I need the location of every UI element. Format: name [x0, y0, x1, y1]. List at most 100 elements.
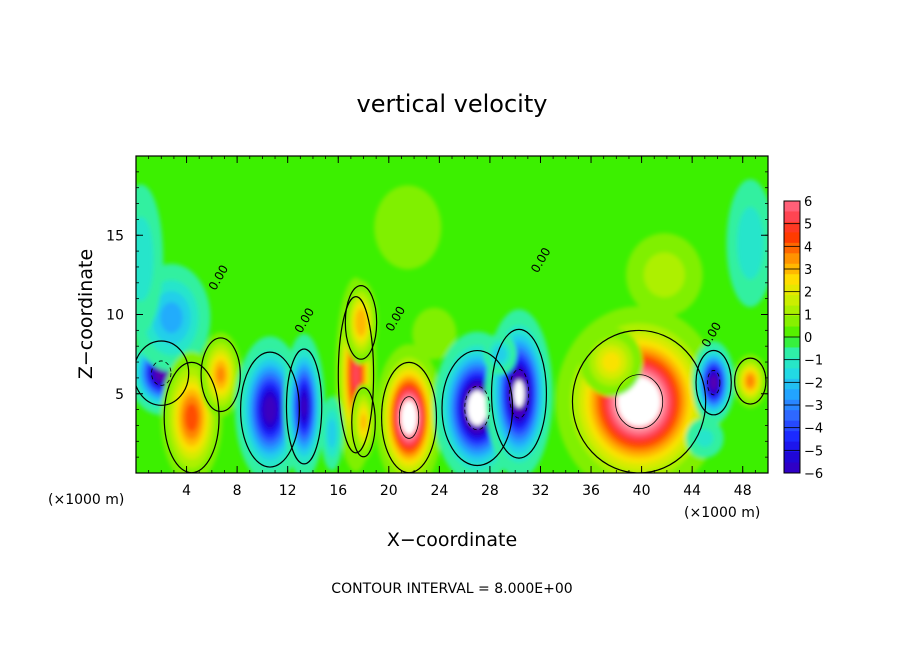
velocity-level	[627, 388, 651, 415]
contour-interval-note: CONTOUR INTERVAL = 8.000E+00	[331, 581, 572, 597]
velocity-level	[470, 395, 485, 421]
velocity-level	[746, 374, 755, 388]
inner-contour-line	[151, 360, 172, 386]
velocity-cell	[412, 307, 457, 360]
colorbar-swatch	[784, 274, 800, 286]
x-tick-label: 36	[582, 483, 600, 499]
velocity-cell	[626, 233, 703, 317]
velocity-level	[185, 403, 199, 432]
x-tick-label: 44	[683, 483, 701, 499]
colorbar-tick-label: 3	[804, 263, 812, 278]
velocity-level	[353, 361, 359, 389]
zero-contour-line	[344, 285, 378, 360]
x-tick-label: 48	[734, 483, 752, 499]
velocity-level	[374, 185, 442, 270]
y-axis-label: Z−coordinate	[75, 249, 97, 379]
colorbar-swatch	[784, 305, 800, 317]
velocity-level	[643, 252, 685, 298]
zero-contour-line	[441, 349, 514, 467]
x-tick-label: 20	[380, 483, 398, 499]
zero-contour-line	[695, 349, 732, 416]
inner-contour-line	[398, 396, 420, 439]
x-tick-label: 4	[182, 483, 191, 499]
colorbar-swatch	[784, 253, 800, 265]
velocity-cell	[320, 396, 343, 471]
y-tick-label: 15	[106, 228, 124, 244]
velocity-cell	[692, 341, 735, 425]
zero-contour-line	[285, 348, 323, 465]
colorbar-tick-label: 5	[804, 218, 812, 233]
colorbar-swatch	[784, 431, 800, 443]
velocity-level	[513, 380, 525, 408]
colorbar-tick-label: 0	[804, 331, 812, 346]
colorbar-swatch	[784, 462, 800, 474]
colorbar-swatch	[784, 232, 800, 244]
inner-contour-line	[706, 370, 721, 396]
zero-contour-line	[200, 337, 241, 413]
inner-contour-line	[508, 368, 530, 419]
colorbar-tick-label: −4	[804, 422, 823, 437]
velocity-level	[696, 429, 714, 448]
x-tick-label: 8	[233, 483, 242, 499]
velocity-cell	[344, 280, 378, 365]
zero-contour-line	[351, 387, 376, 458]
x-tick-label: 40	[633, 483, 651, 499]
colorbar-swatch	[784, 316, 800, 328]
colorbar-swatch	[784, 337, 800, 348]
velocity-level	[493, 346, 507, 363]
colorbar-swatch	[784, 378, 800, 390]
velocity-level	[710, 376, 717, 390]
colorbar-swatch	[784, 441, 800, 453]
velocity-level	[301, 396, 307, 416]
colorbar-tick-label: −2	[804, 376, 823, 391]
x-axis-label: X−coordinate	[387, 529, 517, 551]
velocity-cell	[374, 185, 442, 270]
velocity-level	[327, 418, 337, 448]
colorbar-tick-label: −5	[804, 444, 823, 459]
x-tick-label: 16	[329, 483, 347, 499]
velocity-cell	[283, 333, 325, 473]
colorbar-tick-label: 4	[804, 240, 812, 255]
colorbar-swatch	[784, 326, 800, 338]
colorbar-tick-label: −6	[804, 467, 823, 482]
x-multiplier-left: (×1000 m)	[48, 492, 124, 508]
colorbar-swatch	[784, 368, 800, 380]
colorbar-swatch	[784, 242, 800, 254]
colorbar-swatch	[784, 221, 800, 233]
colorbar-swatch	[784, 201, 800, 212]
colorbar-swatch	[784, 295, 800, 307]
velocity-cell	[374, 344, 444, 473]
velocity-cells	[136, 179, 768, 473]
zero-contour-line	[734, 357, 767, 405]
plot-area: 0.000.00 0.000.000.00	[136, 156, 768, 473]
colorbar-tick-label: 6	[804, 195, 812, 210]
velocity-level	[136, 216, 154, 302]
colorbar-swatch	[784, 452, 800, 464]
velocity-level	[263, 396, 277, 423]
x-tick-label: 28	[481, 483, 499, 499]
chart-title: vertical velocity	[357, 90, 548, 118]
velocity-level	[412, 307, 457, 360]
velocity-cell	[483, 333, 517, 375]
colorbar: 6 5 4 3 2 1 0 −1 −2 −3 −4 −5 −6	[783, 195, 823, 482]
zero-contour-line	[239, 351, 300, 468]
velocity-level	[355, 308, 367, 337]
colorbar-tick-label: 2	[804, 286, 812, 301]
velocity-level	[360, 414, 367, 431]
x-multiplier-right: (×1000 m)	[684, 505, 760, 521]
velocity-cell	[685, 418, 724, 458]
velocity-level	[602, 352, 621, 372]
colorbar-swatch	[784, 347, 800, 359]
y-axis: 5 10 15	[106, 155, 768, 474]
x-tick-label: 24	[430, 483, 448, 499]
zero-contour-line	[490, 328, 548, 459]
colorbar-swatch	[784, 389, 800, 401]
velocity-cell	[726, 179, 768, 308]
y-tick-label: 10	[106, 308, 124, 324]
velocity-cell	[351, 384, 376, 461]
velocity-cell	[136, 184, 164, 334]
velocity-level	[736, 207, 764, 280]
colorbar-tick-label: 1	[804, 308, 812, 323]
x-axis: 4 8 12 16 20 24 28 32 36 40 44 48	[135, 156, 769, 499]
